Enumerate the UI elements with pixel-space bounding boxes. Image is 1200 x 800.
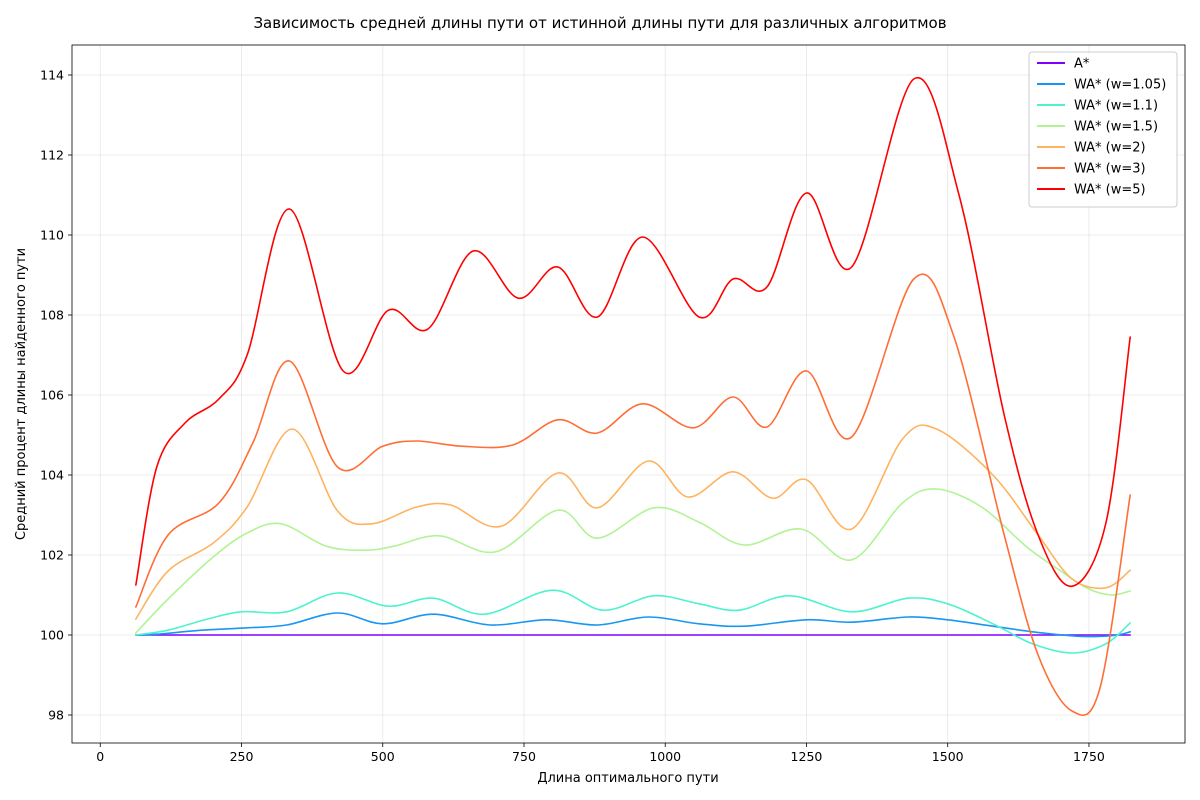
y-tick-label: 102	[40, 548, 64, 563]
chart-title: Зависимость средней длины пути от истинн…	[253, 14, 946, 32]
y-axis-label: Средний процент длины найденного пути	[14, 248, 29, 540]
x-tick-label: 1250	[791, 749, 823, 764]
series-line-4	[135, 424, 1131, 620]
axes-frame	[71, 44, 1186, 744]
legend-label: WA* (w=5)	[1074, 183, 1146, 198]
series-line-6	[135, 76, 1131, 588]
legend-label: A*	[1074, 57, 1090, 72]
x-tick-label: 0	[96, 749, 104, 764]
series-line-2	[135, 589, 1131, 654]
x-tick-label: 1750	[1073, 749, 1105, 764]
x-axis-label: Длина оптимального пути	[537, 771, 718, 786]
y-tick-label: 98	[48, 708, 64, 723]
x-tick-label: 1500	[932, 749, 964, 764]
legend-label: WA* (w=1.05)	[1074, 78, 1166, 93]
legend-label: WA* (w=3)	[1074, 162, 1146, 177]
y-tick-label: 104	[40, 468, 64, 483]
x-tick-label: 500	[371, 749, 395, 764]
series-line-5	[135, 273, 1131, 717]
x-tick-label: 250	[230, 749, 254, 764]
y-tick-label: 110	[40, 228, 64, 243]
series-line-1	[135, 612, 1131, 638]
axis-ticks: 0 250 500 750 1000 1250 1500 1750 98 100 102 104 106…	[40, 68, 1105, 765]
y-tick-label: 106	[40, 388, 64, 403]
legend-label: WA* (w=1.1)	[1074, 99, 1158, 114]
legend-label: WA* (w=2)	[1074, 141, 1146, 156]
series-lines	[135, 76, 1131, 717]
y-tick-label: 108	[40, 308, 64, 323]
y-tick-label: 100	[40, 628, 64, 643]
legend-label: WA* (w=1.5)	[1074, 120, 1158, 135]
series-line-3	[135, 488, 1131, 634]
y-tick-label: 114	[40, 68, 64, 83]
x-tick-label: 1000	[649, 749, 681, 764]
x-tick-label: 750	[512, 749, 536, 764]
legend: A* WA* (w=1.05) WA* (w=1.1) WA* (w=1.5) WA* …	[1028, 51, 1178, 208]
y-tick-label: 112	[40, 148, 64, 163]
legend-box	[1028, 51, 1178, 208]
